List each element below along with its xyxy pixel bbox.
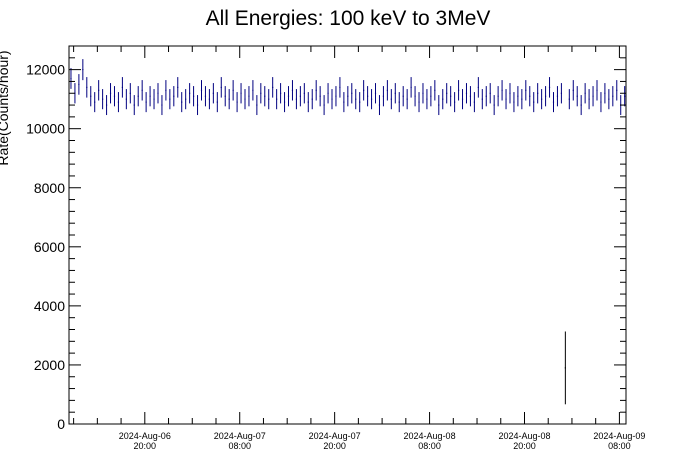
y-tick-label: 8000 — [34, 180, 65, 196]
x-tick-label-date: 2024-Aug-06 — [119, 431, 171, 441]
x-tick-label-time: 20:00 — [513, 441, 536, 451]
y-tick-label: 12000 — [26, 62, 65, 78]
x-tick-label-time: 08:00 — [228, 441, 251, 451]
y-tick-label: 2000 — [34, 357, 65, 373]
x-tick-label-time: 20:00 — [134, 441, 157, 451]
plot-area — [70, 59, 626, 405]
x-tick-label-date: 2024-Aug-07 — [309, 431, 361, 441]
y-tick-label: 4000 — [34, 298, 65, 314]
y-tick-label: 6000 — [34, 239, 65, 255]
x-tick-label-date: 2024-Aug-09 — [593, 431, 645, 441]
x-tick-label-time: 08:00 — [418, 441, 441, 451]
chart-title: All Energies: 100 keV to 3MeV — [206, 7, 491, 30]
x-tick-label-date: 2024-Aug-08 — [404, 431, 456, 441]
y-tick-label: 10000 — [26, 121, 65, 137]
x-axis: 2024-Aug-0620:002024-Aug-0708:002024-Aug… — [73, 46, 645, 451]
y-axis-label: Rate(Counts/hour) — [0, 50, 11, 165]
y-axis: 0 2000 4000 6000 8000 10000 12000 — [26, 45, 626, 432]
x-tick-label-time: 20:00 — [323, 441, 346, 451]
x-tick-label-date: 2024-Aug-07 — [214, 431, 266, 441]
x-tick-label-date: 2024-Aug-08 — [498, 431, 550, 441]
x-tick-label-time: 08:00 — [608, 441, 631, 451]
y-tick-label: 0 — [57, 416, 65, 432]
